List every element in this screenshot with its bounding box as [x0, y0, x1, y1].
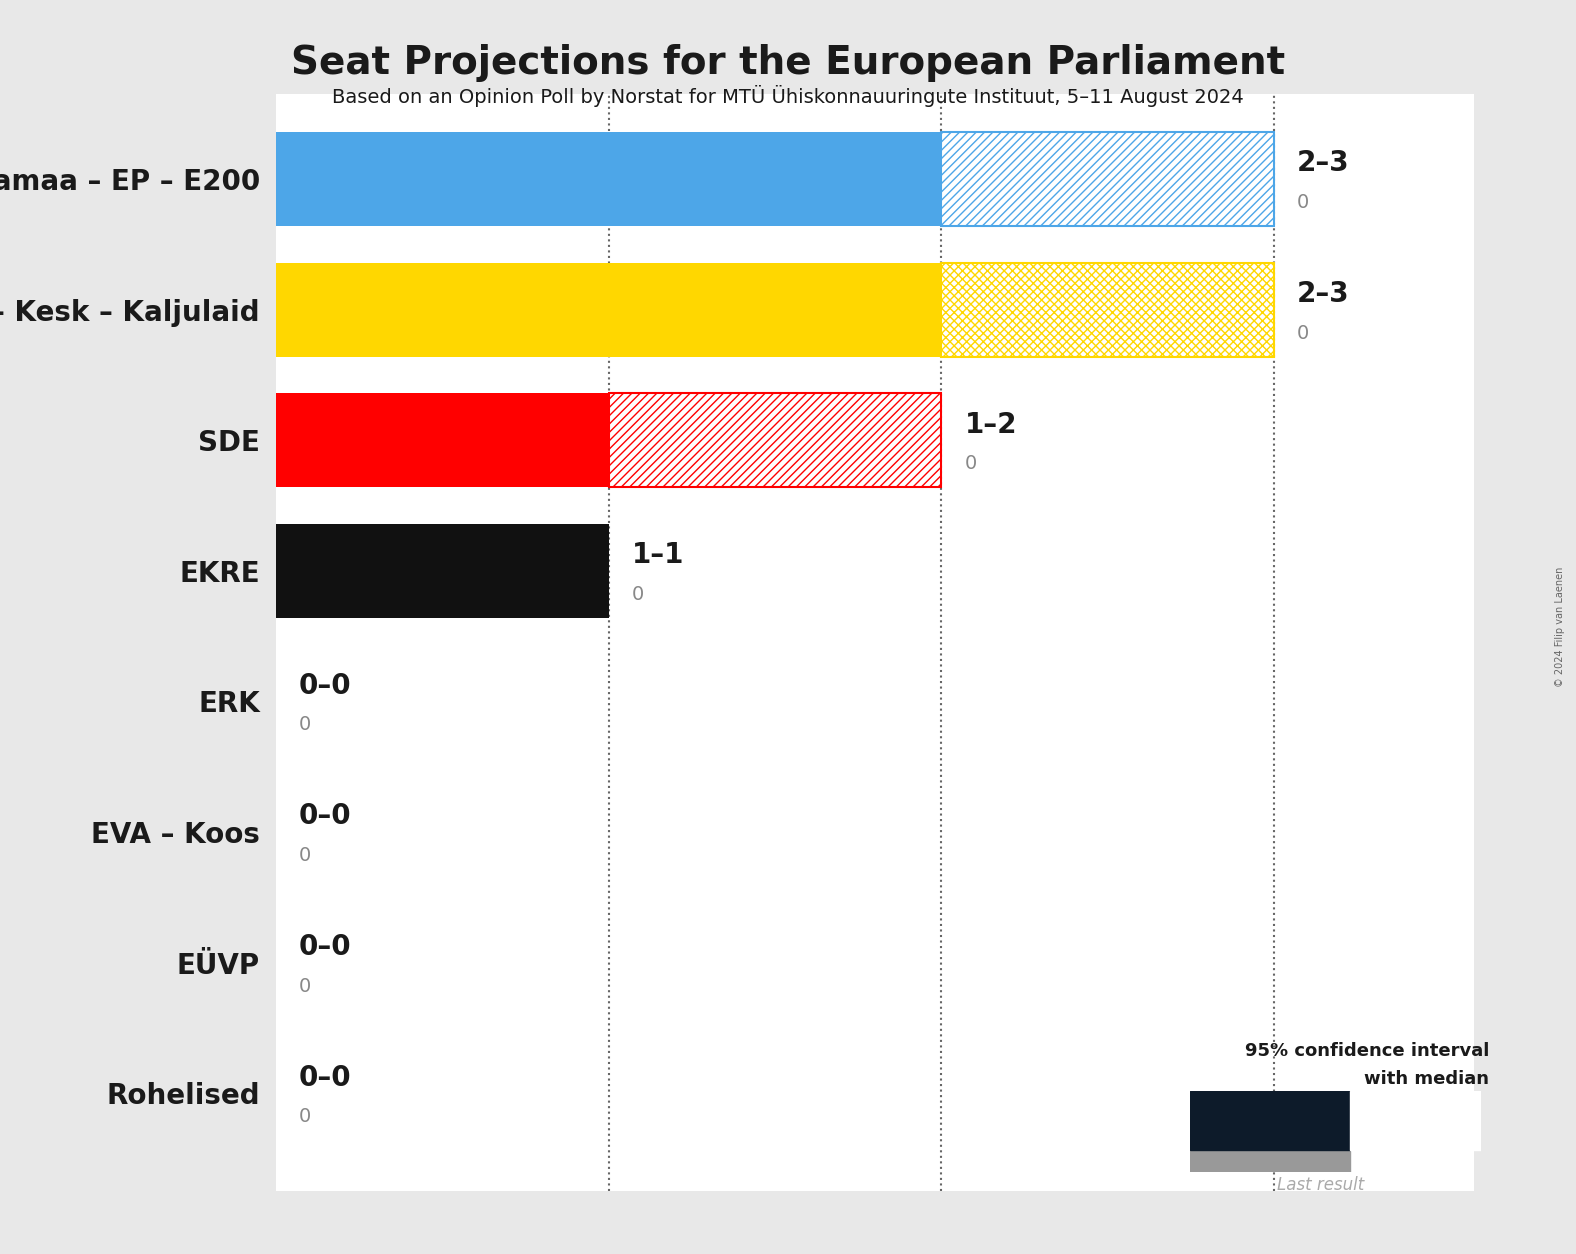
Bar: [1423, 1091, 1481, 1150]
Text: 0–0: 0–0: [299, 933, 351, 961]
Bar: [941, 262, 1273, 356]
Text: 2–3: 2–3: [1297, 149, 1351, 177]
Text: 0: 0: [1297, 193, 1310, 212]
Text: 0: 0: [299, 977, 312, 996]
Text: © 2024 Filip van Laenen: © 2024 Filip van Laenen: [1556, 567, 1565, 687]
Text: 0–0: 0–0: [299, 803, 351, 830]
Text: 0: 0: [299, 1107, 312, 1126]
Bar: [608, 394, 941, 488]
Bar: [276, 262, 941, 356]
Text: 0: 0: [965, 454, 977, 473]
Bar: [276, 524, 608, 618]
Bar: [276, 132, 941, 226]
Text: 0: 0: [299, 716, 312, 735]
Bar: [1190, 1151, 1351, 1172]
Text: 0: 0: [632, 584, 645, 604]
Bar: [276, 394, 608, 488]
Text: 1–1: 1–1: [632, 542, 684, 569]
Text: 0–0: 0–0: [299, 1063, 351, 1092]
Text: 0: 0: [1297, 324, 1310, 342]
Text: Seat Projections for the European Parliament: Seat Projections for the European Parlia…: [292, 44, 1284, 82]
Bar: [1351, 1091, 1423, 1150]
Text: 1–2: 1–2: [965, 410, 1017, 439]
Text: 2–3: 2–3: [1297, 280, 1351, 308]
Text: Based on an Opinion Poll by Norstat for MTÜ Ühiskonnauuringute Instituut, 5–11 A: Based on an Opinion Poll by Norstat for …: [333, 85, 1243, 108]
Text: 0–0: 0–0: [299, 672, 351, 700]
Bar: [1190, 1091, 1351, 1150]
Text: with median: with median: [1365, 1071, 1489, 1088]
Text: 0: 0: [299, 846, 312, 865]
Text: Last result: Last result: [1277, 1176, 1365, 1194]
Bar: [941, 132, 1273, 226]
Text: 95% confidence interval: 95% confidence interval: [1245, 1042, 1489, 1060]
